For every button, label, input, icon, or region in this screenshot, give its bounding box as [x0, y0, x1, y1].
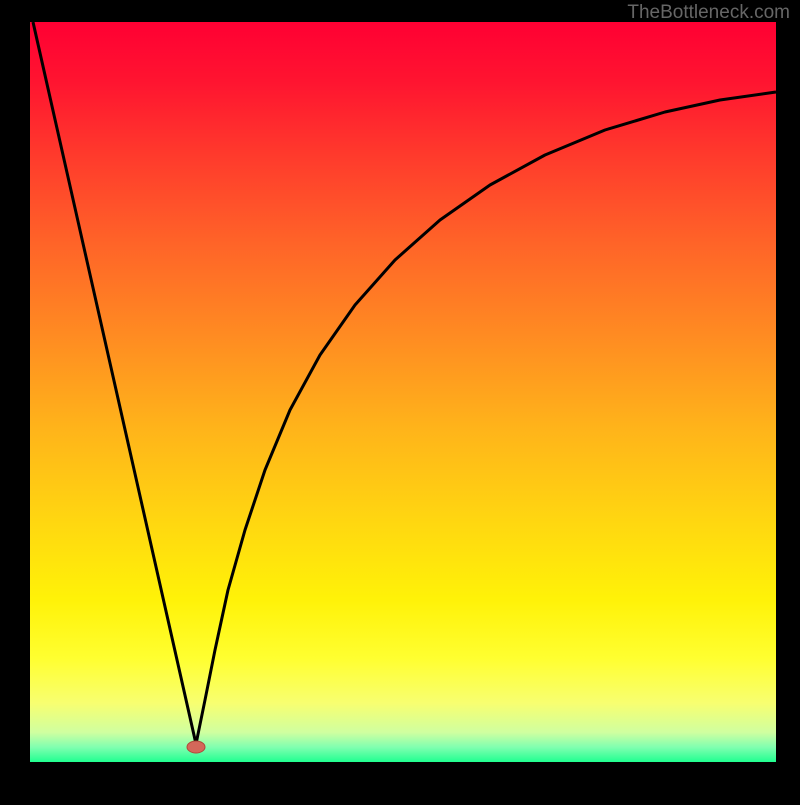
- watermark-text: TheBottleneck.com: [627, 2, 790, 24]
- border-bottom: [0, 762, 800, 800]
- chart-svg: [0, 0, 800, 800]
- plot-background: [30, 22, 776, 762]
- minimum-marker: [187, 741, 205, 753]
- border-right: [776, 0, 800, 800]
- chart-container: [0, 0, 800, 800]
- border-left: [0, 0, 30, 800]
